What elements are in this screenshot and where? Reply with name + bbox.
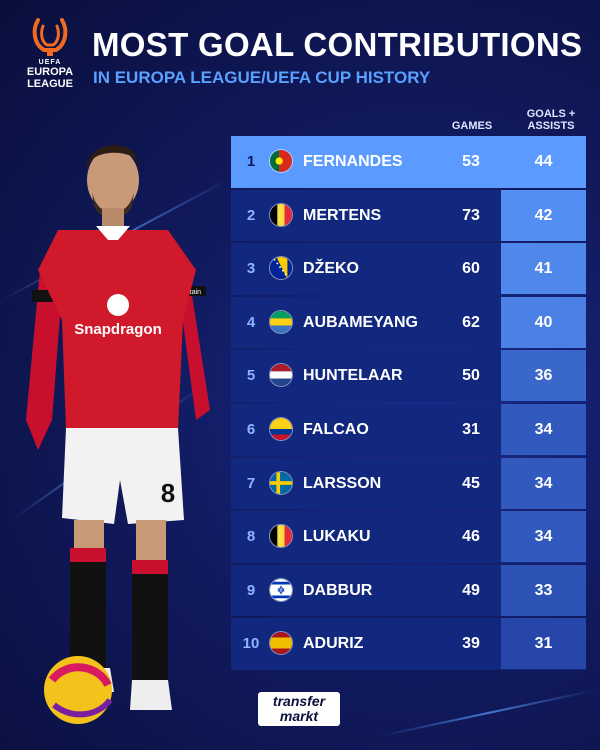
trophy-icon [32, 18, 68, 56]
player-name: FALCAO [303, 421, 369, 438]
table-row: 10 ADURIZ 39 31 [231, 618, 586, 670]
table-row: 7 LARSSON 45 34 [231, 457, 586, 510]
transfermarkt-logo-line2: markt [279, 708, 319, 724]
goals-assists-value: 33 [534, 581, 553, 599]
games-value: 50 [462, 367, 480, 385]
rank-number: 9 [246, 581, 256, 599]
rank-number: 10 [242, 635, 260, 653]
table-row: 5 HUNTELAAR 50 36 [231, 350, 586, 402]
goals-assists-cell-bg [501, 296, 586, 348]
goals-assists-value: 44 [534, 153, 553, 170]
rank-number: 2 [246, 206, 256, 224]
goals-assists-cell-bg [501, 511, 586, 563]
player-name: LUKAKU [303, 528, 371, 546]
logo-line2: LEAGUE [27, 78, 73, 90]
goals-assists-value: 40 [534, 313, 553, 331]
column-header-goals-assists: GOALS + ASSISTS [520, 108, 582, 132]
goals-assists-value: 34 [534, 421, 553, 438]
goals-assists-value: 31 [534, 635, 553, 653]
goals-assists-cell-bg [501, 404, 586, 455]
column-header-games: GAMES [451, 120, 493, 132]
page-subtitle: IN EUROPA LEAGUE/UEFA CUP HISTORY [93, 68, 431, 87]
table-row: 4 AUBAMEYANG 62 40 [231, 296, 586, 349]
rank-number: 7 [246, 474, 256, 492]
goals-assists-value: 36 [534, 367, 553, 385]
netherlands-flag-icon [269, 363, 293, 388]
rank-number: 6 [246, 421, 256, 438]
goals-assists-value: 34 [534, 474, 553, 492]
rank-number: 5 [246, 367, 256, 385]
rank-number: 3 [246, 260, 256, 278]
games-value: 60 [462, 260, 480, 278]
spain-flag-icon [269, 631, 293, 656]
player-name: ADURIZ [303, 635, 364, 653]
games-value: 62 [462, 313, 480, 331]
games-value: 39 [462, 635, 480, 653]
table-row: 1 FERNANDES 53 44 [231, 136, 586, 188]
goals-assists-cell-bg [501, 136, 586, 187]
logo-org-text: UEFA [38, 59, 62, 66]
table-row: 2 MERTENS 73 42 [231, 189, 586, 242]
goals-assists-cell-bg [501, 243, 586, 295]
gabon-flag-icon [269, 309, 293, 334]
belgium-flag-icon [269, 524, 293, 549]
shirt-sponsor-text: Snapdragon [74, 321, 162, 338]
player-name: DABBUR [303, 581, 373, 599]
goals-assists-cell-bg [501, 457, 586, 509]
sweden-flag-icon [269, 470, 293, 495]
europa-league-logo: UEFA EUROPA LEAGUE [18, 14, 82, 90]
rank-number: 4 [246, 313, 256, 331]
logo-line1: EUROPA [26, 66, 74, 78]
goals-assists-cell-bg [501, 189, 586, 241]
portugal-flag-icon [269, 149, 293, 173]
bosnia-flag-icon [269, 256, 293, 281]
column-header-goals-assists-label: GOALS + ASSISTS [526, 108, 576, 132]
transfermarkt-logo: transfer markt [258, 692, 340, 726]
rank-number: 8 [246, 528, 256, 546]
table-row: 8 LUKAKU 46 34 [231, 511, 586, 563]
goals-assists-value: 41 [534, 260, 553, 278]
player-name: LARSSON [303, 474, 382, 492]
player-name: DŽEKO [303, 260, 359, 278]
player-name: HUNTELAAR [303, 367, 403, 385]
goals-assists-value: 34 [534, 528, 553, 546]
israel-flag-icon [269, 577, 293, 602]
belgium-flag-icon [269, 202, 293, 227]
games-value: 45 [462, 474, 480, 492]
player-name: AUBAMEYANG [303, 313, 418, 331]
games-value: 73 [462, 206, 480, 224]
page-title: MOST GOAL CONTRIBUTIONS [92, 26, 583, 63]
light-streak [379, 689, 596, 737]
shirt-number: 8 [161, 478, 175, 508]
games-value: 46 [462, 528, 480, 546]
player-name: FERNANDES [303, 153, 403, 170]
player-name: MERTENS [303, 206, 382, 224]
goals-assists-value: 42 [534, 206, 553, 224]
games-value: 49 [462, 581, 480, 599]
transfermarkt-logo-line1: transfer [272, 693, 326, 709]
table-row: 3 DŽEKO 60 41 [231, 243, 586, 295]
rank-number: 1 [246, 153, 256, 170]
table-row: 9 DABBUR 49 33 [231, 564, 586, 617]
player-photo: Captain Snapdragon 8 [26, 145, 210, 724]
goals-assists-cell-bg [501, 564, 586, 616]
colombia-flag-icon [269, 417, 293, 441]
goals-assists-cell-bg [501, 618, 586, 670]
games-value: 31 [462, 421, 480, 438]
goals-assists-cell-bg [501, 350, 586, 402]
table-row: 6 FALCAO 31 34 [231, 404, 586, 456]
games-value: 53 [462, 153, 480, 170]
